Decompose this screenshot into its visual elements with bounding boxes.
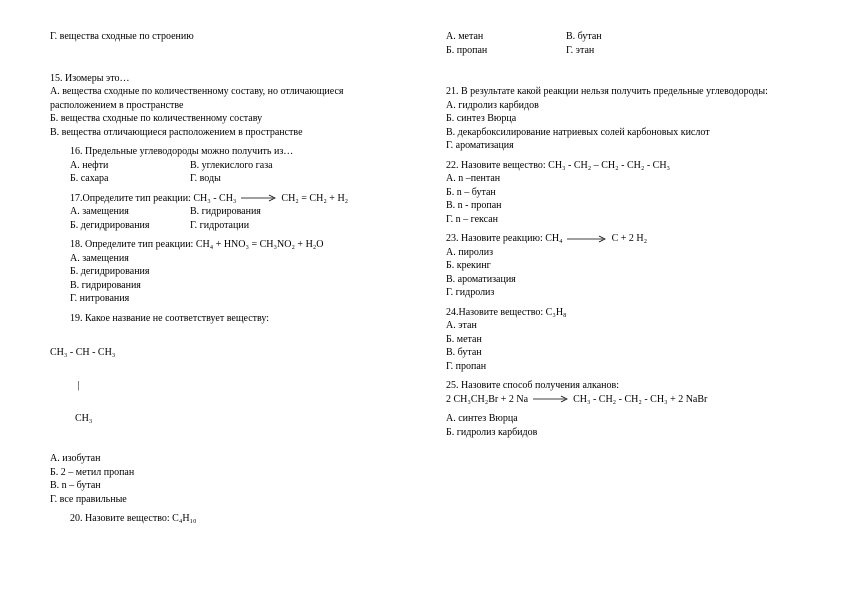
q15-title: 15. Изомеры это… <box>50 72 406 86</box>
q16-b: Б. сахара <box>70 172 190 186</box>
q17-v: В. гидрирования <box>190 205 310 219</box>
q16-title: 16. Предельные углеводороды можно получи… <box>70 145 406 159</box>
top-a: А. метан <box>446 30 566 44</box>
q24-a: А. этан <box>446 319 802 333</box>
q15-v: В. вещества отличающиеся расположением в… <box>50 126 406 140</box>
q25-b: Б. гидролиз карбидов <box>446 426 802 440</box>
q22-title: 22. Назовите вещество: CH₃ - CH₂ – CH₂ -… <box>446 159 802 173</box>
q15-b: Б. вещества сходные по количественному с… <box>50 112 406 126</box>
q24-title: 24.Назовите вещество: C₃H₈ <box>446 306 802 320</box>
q19-v: В. n – бутан <box>50 479 406 493</box>
top-v: В. бутан <box>566 30 686 44</box>
q24-b: Б. метан <box>446 333 802 347</box>
q23-title: 23. Назовите реакцию: CH₄ C + 2 H₂ <box>446 232 802 246</box>
q22-b: Б. n – бутан <box>446 186 802 200</box>
q18-a: А. замещения <box>70 252 406 266</box>
q18-g: Г. нитрования <box>70 292 406 306</box>
q21-a: А. гидролиз карбидов <box>446 99 802 113</box>
q21-b: Б. синтез Вюрца <box>446 112 802 126</box>
q21-v: В. декарбоксилирование натриевых солей к… <box>446 126 802 140</box>
q22-v: В. n - пропан <box>446 199 802 213</box>
q18-title: 18. Определите тип реакции: CH₄ + HNO₃ =… <box>70 238 406 252</box>
left-column: Г. вещества сходные по строению 15. Изом… <box>50 30 406 526</box>
q19-g: Г. все правильные <box>50 493 406 507</box>
arrow-icon <box>565 235 609 243</box>
q25-a: А. синтез Вюрца <box>446 412 802 426</box>
arrow-icon <box>531 395 571 403</box>
q23-v: В. ароматизация <box>446 273 802 287</box>
previous-g: Г. вещества сходные по строению <box>50 30 406 44</box>
right-column: А. метан В. бутан Б. пропан Г. этан 21. … <box>446 30 802 526</box>
q25-eqn: 2 CH₃CH₂Br + 2 Na CH₃ - CH₂ - CH₂ - CH₃ … <box>446 393 802 407</box>
q17-a: А. замещения <box>70 205 190 219</box>
q23-a: А. пиролиз <box>446 246 802 260</box>
q24-v: В. бутан <box>446 346 802 360</box>
top-g: Г. этан <box>566 44 686 58</box>
q16-g: Г. воды <box>190 172 310 186</box>
q17-g: Г. гидротации <box>190 219 310 233</box>
q23-g: Г. гидролиз <box>446 286 802 300</box>
q19-a: А. изобутан <box>50 452 406 466</box>
q22-a: А. n –пентан <box>446 172 802 186</box>
q19-b: Б. 2 – метил пропан <box>50 466 406 480</box>
top-b: Б. пропан <box>446 44 566 58</box>
q21-g: Г. ароматизация <box>446 139 802 153</box>
q21-title: 21. В результате какой реакции нельзя по… <box>446 85 802 99</box>
q16-v: В. углекислого газа <box>190 159 310 173</box>
q20-title: 20. Назовите вещество: C₄H₁₀ <box>50 512 406 526</box>
q19-title: 19. Какое название не соответствует веще… <box>70 312 406 326</box>
q16-a: А. нефти <box>70 159 190 173</box>
q18-v: В. гидрирования <box>70 279 406 293</box>
q17-b: Б. дегидрирования <box>70 219 190 233</box>
arrow-icon <box>239 194 279 202</box>
q23-b: Б. крекинг <box>446 259 802 273</box>
q17-title: 17.Определите тип реакции: CH₃ - CH₃ CH₂… <box>70 192 406 206</box>
q25-title: 25. Назовите способ получения алканов: <box>446 379 802 393</box>
q24-g: Г. пропан <box>446 360 802 374</box>
q19-structure: CH₃ - CH - CH₃ | CH₃ <box>50 325 406 446</box>
q22-g: Г. n – гексан <box>446 213 802 227</box>
q15-a: А. вещества сходные по количественному с… <box>50 85 406 112</box>
q18-b: Б. дегидрирования <box>70 265 406 279</box>
